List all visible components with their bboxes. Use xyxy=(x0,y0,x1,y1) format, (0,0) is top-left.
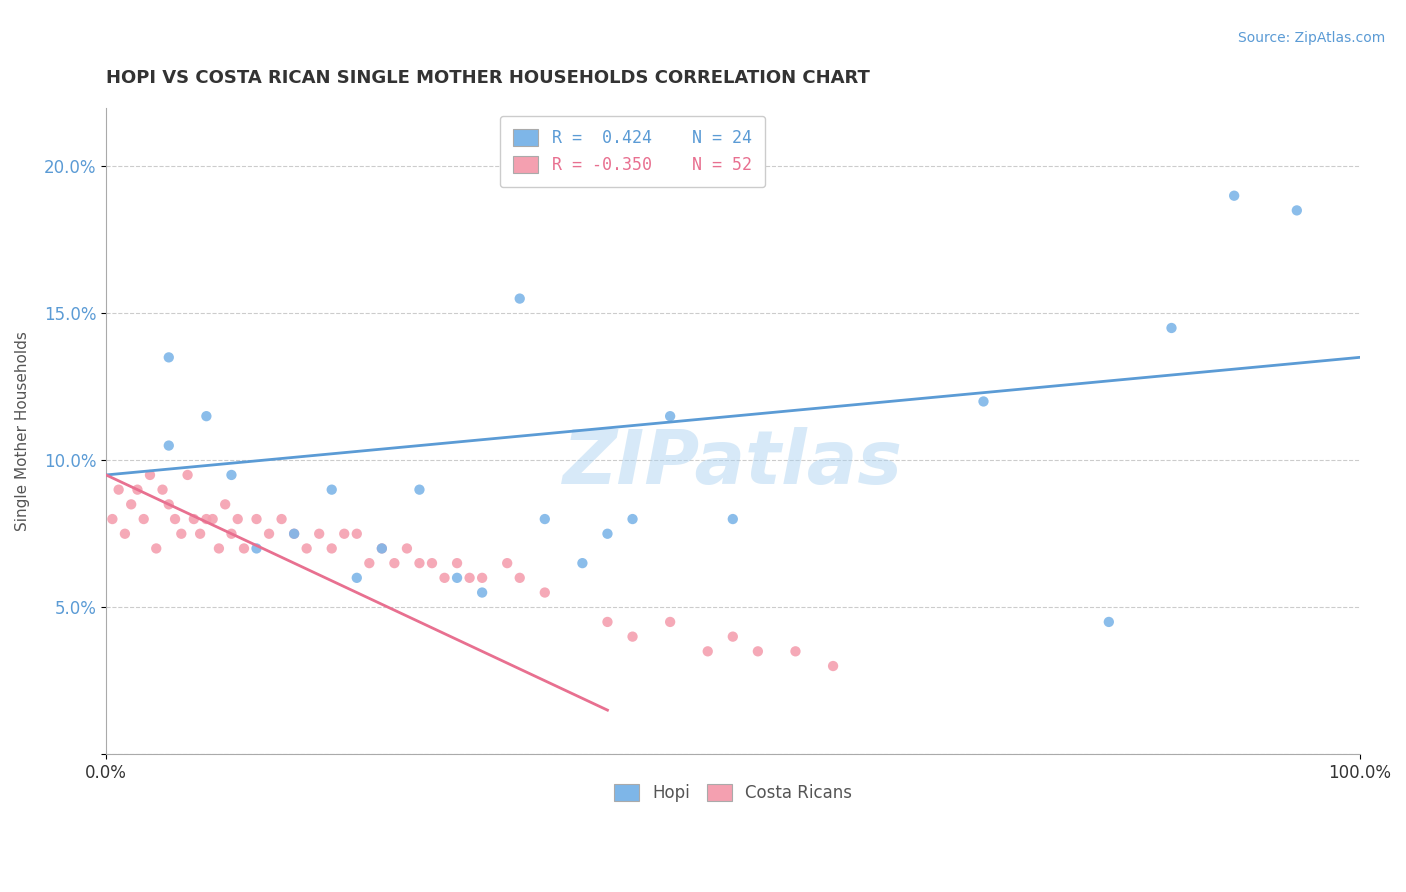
Text: Source: ZipAtlas.com: Source: ZipAtlas.com xyxy=(1237,31,1385,45)
Point xyxy=(157,439,180,453)
Point xyxy=(496,556,519,570)
Point xyxy=(420,556,443,570)
Point xyxy=(596,526,619,541)
Point xyxy=(152,483,174,497)
Point xyxy=(333,526,356,541)
Point xyxy=(747,644,769,658)
Point xyxy=(509,292,531,306)
Point xyxy=(721,630,744,644)
Point xyxy=(270,512,292,526)
Point xyxy=(195,512,218,526)
Point xyxy=(321,541,343,556)
Point xyxy=(233,541,256,556)
Point xyxy=(721,512,744,526)
Point xyxy=(176,467,198,482)
Point xyxy=(283,526,305,541)
Point xyxy=(346,571,368,585)
Point xyxy=(101,512,124,526)
Point xyxy=(127,483,149,497)
Point xyxy=(201,512,224,526)
Point xyxy=(145,541,167,556)
Point xyxy=(395,541,418,556)
Point xyxy=(214,497,236,511)
Point xyxy=(785,644,807,658)
Point xyxy=(359,556,381,570)
Point xyxy=(257,526,280,541)
Point xyxy=(114,526,136,541)
Point xyxy=(346,526,368,541)
Point xyxy=(1098,615,1121,629)
Text: HOPI VS COSTA RICAN SINGLE MOTHER HOUSEHOLDS CORRELATION CHART: HOPI VS COSTA RICAN SINGLE MOTHER HOUSEH… xyxy=(105,69,870,87)
Point xyxy=(458,571,481,585)
Point xyxy=(533,512,555,526)
Point xyxy=(245,512,267,526)
Point xyxy=(823,659,845,673)
Point xyxy=(371,541,394,556)
Point xyxy=(533,585,555,599)
Point xyxy=(596,615,619,629)
Point xyxy=(221,467,243,482)
Point xyxy=(571,556,593,570)
Point xyxy=(295,541,318,556)
Point xyxy=(659,409,682,424)
Point xyxy=(621,630,644,644)
Point xyxy=(471,571,494,585)
Point xyxy=(408,556,430,570)
Point xyxy=(120,497,142,511)
Point xyxy=(188,526,211,541)
Point xyxy=(245,541,267,556)
Point xyxy=(433,571,456,585)
Point xyxy=(321,483,343,497)
Point xyxy=(446,571,468,585)
Point xyxy=(659,615,682,629)
Point xyxy=(208,541,231,556)
Point xyxy=(157,351,180,365)
Point xyxy=(446,556,468,570)
Point xyxy=(139,467,162,482)
Point xyxy=(165,512,187,526)
Point xyxy=(157,497,180,511)
Point xyxy=(471,585,494,599)
Point xyxy=(195,409,218,424)
Legend: Hopi, Costa Ricans: Hopi, Costa Ricans xyxy=(606,776,860,811)
Y-axis label: Single Mother Households: Single Mother Households xyxy=(15,331,30,531)
Point xyxy=(509,571,531,585)
Point xyxy=(371,541,394,556)
Point xyxy=(408,483,430,497)
Point xyxy=(283,526,305,541)
Point xyxy=(183,512,205,526)
Point xyxy=(1160,321,1182,335)
Text: ZIPatlas: ZIPatlas xyxy=(562,426,903,500)
Point xyxy=(384,556,406,570)
Point xyxy=(107,483,129,497)
Point xyxy=(972,394,994,409)
Point xyxy=(696,644,718,658)
Point xyxy=(132,512,155,526)
Point xyxy=(1285,203,1308,218)
Point xyxy=(221,526,243,541)
Point xyxy=(308,526,330,541)
Point xyxy=(621,512,644,526)
Point xyxy=(170,526,193,541)
Point xyxy=(226,512,249,526)
Point xyxy=(1223,188,1246,202)
